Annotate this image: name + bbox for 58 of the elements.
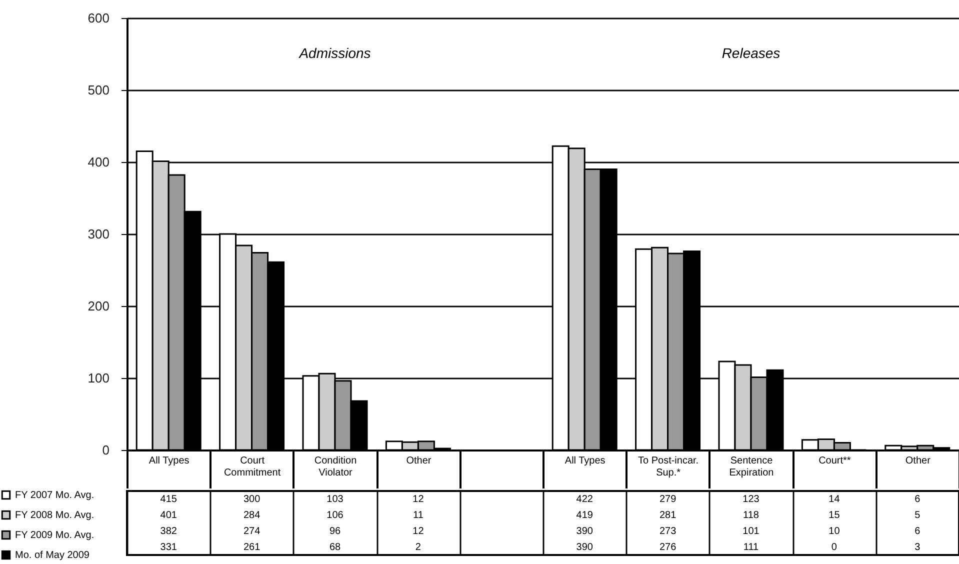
data-label: 382 bbox=[160, 526, 178, 537]
data-label: 96 bbox=[329, 526, 341, 537]
data-label: 300 bbox=[243, 494, 261, 505]
x-tick-label: All Types bbox=[564, 456, 606, 466]
y-tick-label: 600 bbox=[88, 10, 110, 26]
data-label: 390 bbox=[576, 542, 594, 553]
data-label: 14 bbox=[828, 494, 840, 505]
y-tick-label: 300 bbox=[88, 226, 110, 242]
data-label: 118 bbox=[743, 510, 760, 521]
data-label: 0 bbox=[831, 542, 838, 553]
x-tick-label: Sentence Expiration bbox=[729, 456, 774, 478]
data-label: 261 bbox=[243, 542, 261, 553]
data-label: 68 bbox=[329, 542, 341, 553]
data-label: 279 bbox=[659, 494, 677, 505]
y-tick-label: 200 bbox=[88, 298, 110, 314]
legend-label: Mo. of May 2009 bbox=[15, 550, 90, 561]
y-tick-label: 400 bbox=[88, 154, 110, 170]
annotation: Releases bbox=[722, 45, 780, 61]
x-tick-label: Other bbox=[406, 456, 432, 466]
data-label: 15 bbox=[828, 510, 840, 521]
data-label: 12 bbox=[412, 494, 424, 505]
data-label: 6 bbox=[914, 494, 921, 505]
data-label: 274 bbox=[243, 526, 261, 537]
data-label: 11 bbox=[413, 510, 424, 521]
legend-label: FY 2007 Mo. Avg. bbox=[15, 490, 94, 501]
data-label: 101 bbox=[742, 526, 760, 537]
data-label: 111 bbox=[743, 542, 760, 553]
legend-label: FY 2009 Mo. Avg. bbox=[15, 530, 94, 541]
x-tick-label: Court** bbox=[818, 456, 851, 466]
legend-label: FY 2008 Mo. Avg. bbox=[15, 510, 94, 521]
x-tick-label: Condition Violator bbox=[314, 456, 357, 478]
x-tick-label: Other bbox=[905, 456, 932, 466]
data-label: 284 bbox=[243, 510, 261, 521]
data-label: 331 bbox=[160, 542, 178, 553]
data-label: 123 bbox=[742, 494, 760, 505]
data-label: 281 bbox=[659, 510, 677, 521]
data-label: 5 bbox=[914, 510, 921, 521]
y-tick-label: 0 bbox=[102, 442, 110, 458]
data-label: 401 bbox=[160, 510, 178, 521]
y-tick-label: 100 bbox=[88, 370, 110, 386]
data-label: 3 bbox=[914, 542, 921, 553]
data-label: 2 bbox=[415, 542, 422, 553]
x-tick-label: To Post-incar. Sup.* bbox=[638, 456, 699, 478]
data-label: 273 bbox=[659, 526, 677, 537]
data-label: 103 bbox=[326, 494, 344, 505]
data-label: 10 bbox=[828, 526, 840, 537]
data-label: 390 bbox=[576, 526, 594, 537]
data-label: 276 bbox=[659, 542, 677, 553]
y-tick-label: 500 bbox=[88, 82, 110, 98]
data-label: 415 bbox=[160, 494, 178, 505]
x-tick-label: Court Commitment bbox=[224, 456, 281, 478]
x-tick-label: All Types bbox=[148, 456, 190, 466]
annotation: Admissions bbox=[298, 45, 371, 61]
data-label: 12 bbox=[412, 526, 424, 537]
data-label: 419 bbox=[576, 510, 594, 521]
data-label: 106 bbox=[326, 510, 344, 521]
data-label: 422 bbox=[576, 494, 594, 505]
data-label: 6 bbox=[914, 526, 921, 537]
